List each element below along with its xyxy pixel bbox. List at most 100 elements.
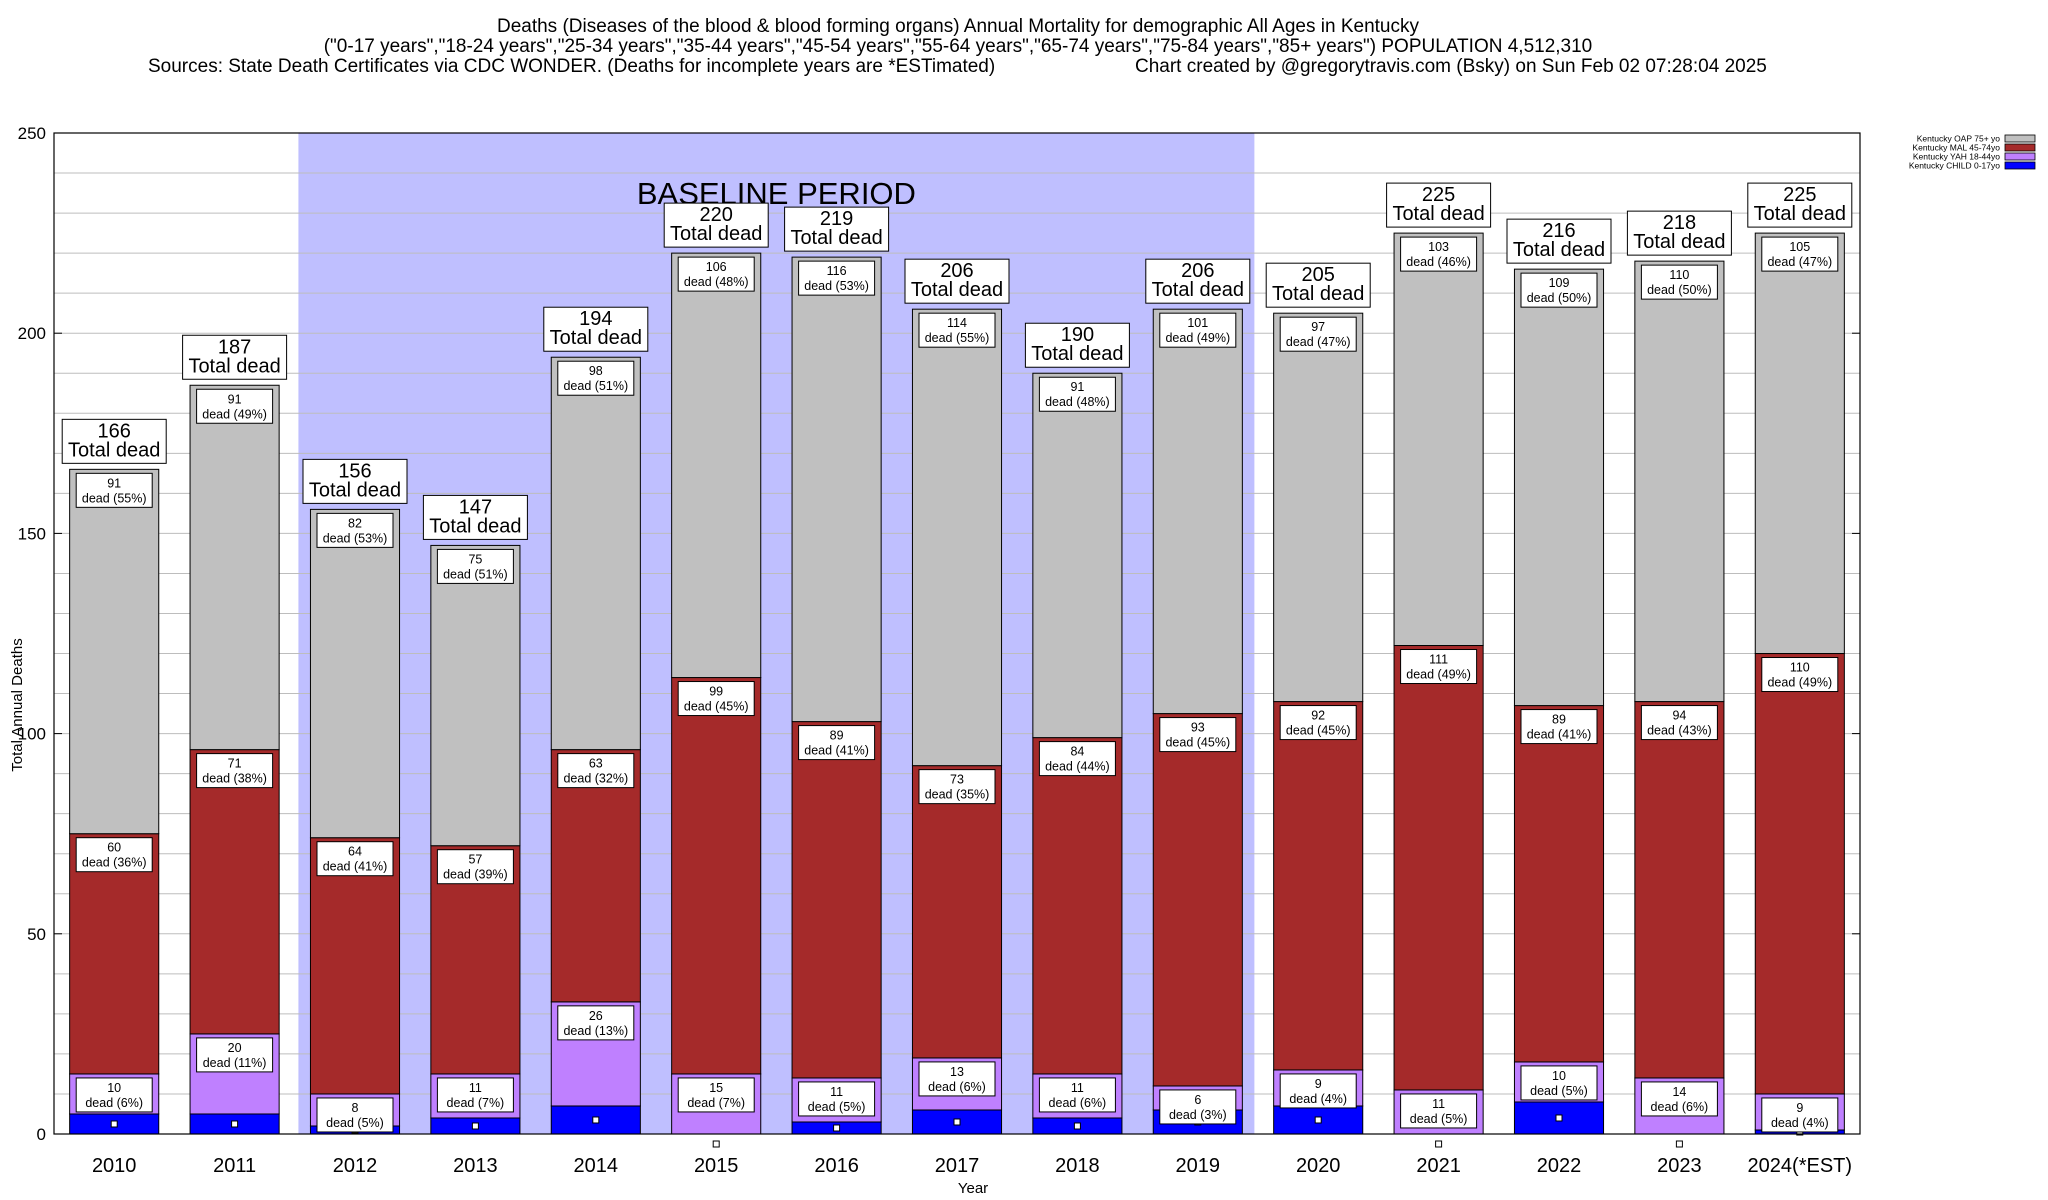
- total-label-box: [422, 494, 528, 540]
- y-tick-label: 150: [18, 524, 46, 543]
- segment-label-box: [75, 837, 153, 873]
- total-value-label: 220: [700, 204, 733, 226]
- total-label-box: [302, 458, 408, 504]
- total-value-label: 216: [1542, 220, 1575, 242]
- y-tick-label: 250: [18, 124, 46, 143]
- bar-segment: [671, 252, 762, 679]
- segment-value-label: 91: [107, 476, 121, 490]
- total-dead-label: Total dead: [1633, 231, 1725, 253]
- y-tick-label: 50: [27, 925, 46, 944]
- segment-value-label: 82: [348, 516, 362, 530]
- segment-value-label: 15: [709, 1081, 723, 1095]
- segment-value-label: 109: [1549, 276, 1570, 290]
- bar-segment: [911, 308, 1003, 767]
- total-value-label: 218: [1663, 212, 1696, 234]
- segment-percent-label: dead (13%): [563, 1024, 628, 1038]
- segment-label-box: [557, 1005, 635, 1041]
- x-tick-label: 2021: [1416, 1155, 1461, 1177]
- segment-percent-label: dead (4%): [1289, 1092, 1347, 1106]
- segment-value-label: 13: [950, 1065, 964, 1079]
- total-label-box: [182, 334, 288, 380]
- segment-label-box: [196, 753, 274, 789]
- segment-percent-label: dead (45%): [1165, 736, 1230, 750]
- segment-value-label: 14: [1672, 1085, 1686, 1099]
- bar-segment: [1754, 232, 1845, 655]
- segment-percent-label: dead (6%): [1049, 1096, 1107, 1110]
- total-value-label: 147: [459, 496, 492, 518]
- segment-value-label: 110: [1790, 661, 1810, 675]
- segment-label-box: [1038, 376, 1116, 412]
- total-dead-label: Total dead: [309, 479, 401, 501]
- x-tick-label: 2022: [1537, 1155, 1582, 1177]
- segment-value-label: 64: [348, 845, 362, 859]
- child-marker: [1314, 1116, 1322, 1124]
- y-tick-label: 100: [18, 725, 46, 744]
- segment-percent-label: dead (5%): [1410, 1112, 1468, 1126]
- segment-value-label: 73: [950, 773, 964, 787]
- x-tick-label: 2023: [1657, 1155, 1702, 1177]
- bar-segment: [550, 356, 641, 751]
- bar-segment: [1273, 312, 1364, 703]
- segment-percent-label: dead (5%): [808, 1100, 866, 1114]
- child-marker: [1435, 1140, 1443, 1148]
- total-label-box: [1265, 262, 1371, 308]
- legend-entry-label: Kentucky OAP 75+ yo: [1917, 134, 2001, 144]
- segment-value-label: 11: [830, 1085, 843, 1099]
- x-tick-label: 2019: [1176, 1155, 1221, 1177]
- segment-percent-label: dead (39%): [443, 868, 508, 882]
- segment-value-label: 57: [468, 853, 482, 867]
- segment-value-label: 10: [1552, 1069, 1566, 1083]
- segment-value-label: 94: [1672, 709, 1686, 723]
- segment-percent-label: dead (45%): [1286, 724, 1351, 738]
- segment-percent-label: dead (36%): [82, 856, 147, 870]
- total-label-box: [1626, 210, 1732, 256]
- segment-label-box: [798, 1081, 876, 1117]
- segment-label-box: [1640, 705, 1718, 741]
- segment-percent-label: dead (4%): [1771, 1116, 1829, 1130]
- bar-segment: [69, 468, 160, 835]
- y-tick-label: 0: [37, 1125, 46, 1144]
- segment-percent-label: dead (51%): [443, 567, 508, 581]
- segment-percent-label: dead (50%): [1647, 283, 1712, 297]
- x-tick-label: 2010: [92, 1155, 137, 1177]
- segment-percent-label: dead (11%): [203, 1056, 267, 1070]
- segment-value-label: 8: [352, 1101, 359, 1115]
- segment-label-box: [436, 849, 514, 885]
- x-tick-label: 2016: [814, 1155, 859, 1177]
- legend-entry-label: Kentucky YAH 18-44yo: [1913, 152, 2000, 162]
- segment-value-label: 91: [1070, 380, 1084, 394]
- bar-segment: [1152, 713, 1243, 1087]
- segment-percent-label: dead (49%): [1165, 331, 1230, 345]
- segment-percent-label: dead (35%): [925, 788, 990, 802]
- segment-label-box: [918, 1061, 996, 1097]
- segment-label-box: [1520, 1065, 1598, 1101]
- segment-percent-label: dead (6%): [85, 1096, 143, 1110]
- child-marker: [110, 1120, 118, 1128]
- segment-label-box: [75, 472, 153, 508]
- segment-label-box: [1640, 1081, 1718, 1117]
- total-value-label: 225: [1783, 184, 1816, 206]
- segment-label-box: [677, 256, 755, 292]
- segment-percent-label: dead (6%): [1651, 1100, 1709, 1114]
- chart-sources: Sources: State Death Certificates via CD…: [148, 56, 995, 77]
- segment-percent-label: dead (46%): [1406, 255, 1471, 269]
- segment-percent-label: dead (50%): [1527, 291, 1592, 305]
- segment-label-box: [1279, 316, 1357, 352]
- segment-label-box: [1159, 1089, 1237, 1125]
- segment-label-box: [1159, 312, 1237, 348]
- segment-label-box: [918, 312, 996, 348]
- segment-percent-label: dead (7%): [447, 1096, 505, 1110]
- segment-label-box: [436, 548, 514, 584]
- bar-segment: [1393, 645, 1484, 1091]
- segment-label-box: [196, 1037, 274, 1073]
- total-dead-label: Total dead: [1272, 283, 1364, 305]
- total-label-box: [61, 418, 167, 464]
- segment-label-box: [1520, 709, 1598, 745]
- segment-percent-label: dead (43%): [1647, 724, 1712, 738]
- total-dead-label: Total dead: [790, 227, 882, 249]
- x-tick-label: 2020: [1296, 1155, 1341, 1177]
- segment-value-label: 101: [1187, 316, 1208, 330]
- segment-percent-label: dead (5%): [1530, 1084, 1588, 1098]
- total-label-box: [1506, 218, 1612, 264]
